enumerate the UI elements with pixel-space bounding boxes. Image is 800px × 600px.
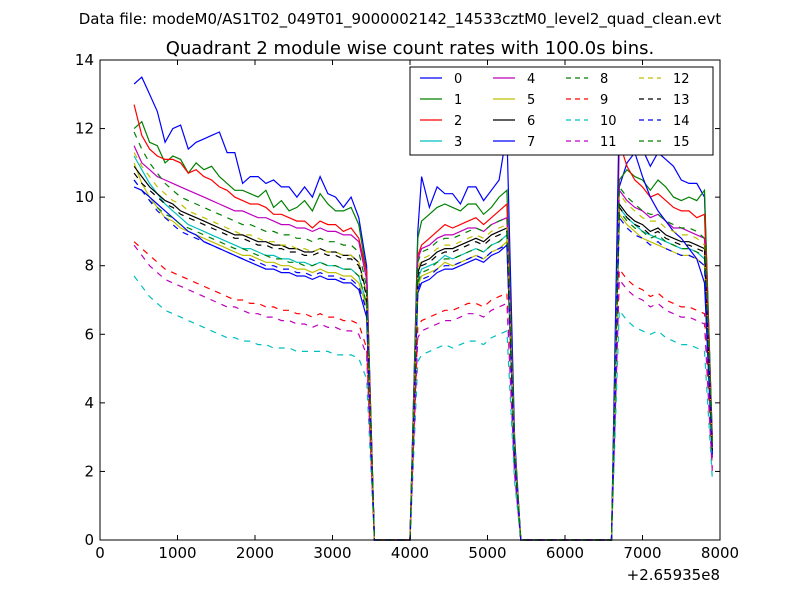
- y-tick-label: 8: [84, 257, 94, 275]
- series-line-10: [133, 275, 713, 541]
- series-line-14: [133, 179, 713, 541]
- series-line-4: [133, 145, 713, 541]
- y-tick-label: 14: [75, 51, 94, 69]
- legend-label-1: 1: [454, 93, 462, 108]
- x-tick-label: 0: [95, 544, 105, 562]
- legend-label-3: 3: [454, 135, 462, 150]
- x-tick-label: 4000: [391, 544, 429, 562]
- y-tick-label: 0: [84, 531, 94, 549]
- series-line-2: [133, 104, 713, 541]
- legend-label-10: 10: [600, 114, 617, 129]
- series-line-15: [133, 131, 713, 541]
- figure-suptitle: Data file: modeM0/AS1T02_049T01_90000021…: [79, 10, 722, 29]
- legend-label-11: 11: [600, 135, 617, 150]
- legend-label-13: 13: [673, 93, 690, 108]
- x-tick-label: 6000: [546, 544, 584, 562]
- legend-frame: [409, 66, 714, 156]
- y-tick-label: 2: [84, 462, 94, 480]
- series-line-7: [133, 107, 713, 541]
- legend-label-4: 4: [527, 72, 535, 87]
- x-axis: 0 1000 2000 3000 4000 5000 6000 7000 8000: [95, 60, 739, 562]
- legend-label-6: 6: [527, 114, 535, 129]
- legend-label-14: 14: [673, 114, 690, 129]
- series-line-8: [133, 179, 713, 541]
- series-line-11: [133, 244, 713, 541]
- legend-label-12: 12: [673, 72, 690, 87]
- series-line-3: [133, 155, 713, 541]
- legend-label-5: 5: [527, 93, 535, 108]
- chart-title: Quadrant 2 module wise count rates with …: [166, 38, 655, 59]
- legend-label-7: 7: [527, 135, 535, 150]
- x-offset-label: +2.65935e8: [627, 566, 720, 584]
- legend-label-15: 15: [673, 135, 690, 150]
- legend-label-8: 8: [600, 72, 608, 87]
- x-tick-label: 1000: [158, 544, 196, 562]
- series-line-9: [133, 241, 713, 541]
- x-tick-label: 5000: [468, 544, 506, 562]
- y-tick-label: 4: [84, 394, 94, 412]
- x-tick-label: 8000: [701, 544, 739, 562]
- x-tick-label: 7000: [623, 544, 661, 562]
- x-tick-label: 2000: [236, 544, 274, 562]
- legend-label-2: 2: [454, 114, 462, 129]
- y-tick-label: 6: [84, 325, 94, 343]
- y-tick-label: 12: [75, 120, 94, 138]
- x-tick-label: 3000: [313, 544, 351, 562]
- legend-label-9: 9: [600, 93, 608, 108]
- legend-label-0: 0: [454, 72, 462, 87]
- y-tick-label: 10: [75, 188, 94, 206]
- series-line-12: [133, 152, 713, 541]
